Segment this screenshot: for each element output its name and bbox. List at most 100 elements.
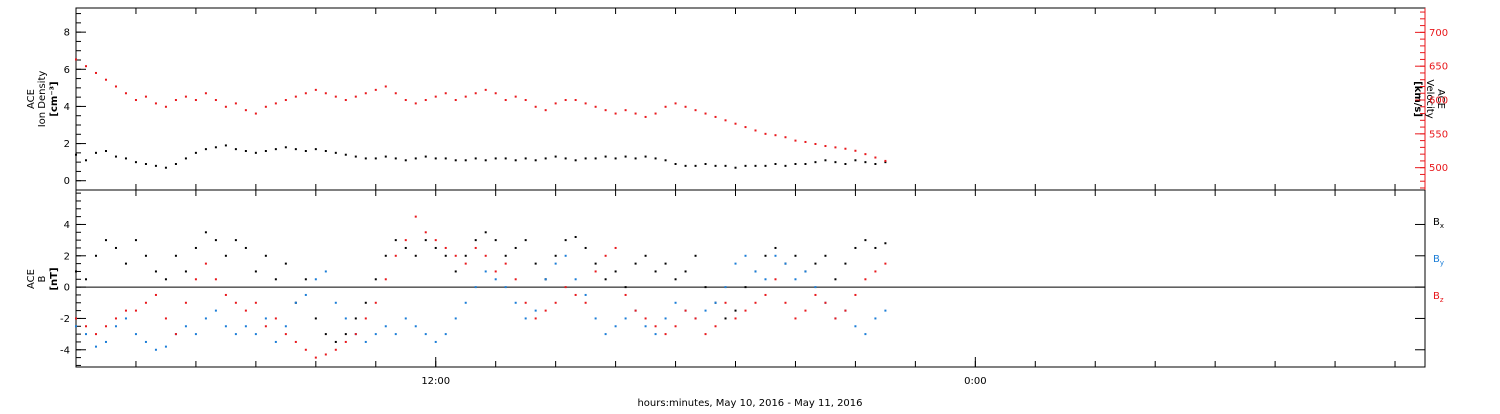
data-point: [584, 246, 587, 249]
data-point: [244, 109, 247, 112]
data-point: [664, 105, 667, 108]
data-point: [674, 163, 677, 165]
data-point: [274, 317, 277, 320]
data-point: [804, 140, 807, 143]
data-point: [754, 164, 757, 167]
data-point: [184, 325, 187, 328]
data-point: [304, 293, 307, 296]
data-point: [194, 246, 197, 249]
data-point: [824, 145, 827, 148]
data-point: [724, 164, 727, 167]
data-point: [154, 102, 157, 105]
data-point: [424, 239, 427, 242]
data-point: [464, 301, 467, 304]
data-point: [484, 88, 487, 91]
data-point: [334, 301, 337, 304]
data-point: [314, 278, 317, 281]
data-point: [554, 155, 557, 158]
series-Bz: [75, 215, 887, 359]
data-point: [324, 353, 327, 356]
data-point: [354, 95, 357, 98]
data-point: [504, 157, 507, 160]
y-tick-label: 4: [64, 102, 70, 113]
data-point: [364, 157, 367, 160]
data-point: [674, 301, 677, 304]
data-point: [244, 325, 247, 328]
data-point: [534, 309, 537, 312]
data-point: [464, 159, 467, 162]
data-point: [404, 317, 407, 320]
data-point: [584, 293, 587, 296]
data-point: [314, 88, 317, 91]
data-point: [264, 317, 267, 320]
data-point: [624, 155, 627, 158]
x-tick-label: 0:00: [964, 376, 986, 387]
data-point: [594, 317, 597, 320]
y-tick-label: 4: [64, 220, 70, 231]
data-point: [274, 148, 277, 151]
data-point: [524, 301, 527, 304]
data-point: [224, 325, 227, 328]
data-point: [734, 309, 737, 312]
data-point: [434, 239, 437, 242]
data-point: [784, 301, 787, 304]
data-point: [474, 92, 477, 95]
data-point: [584, 301, 587, 304]
data-point: [474, 239, 477, 242]
data-point: [364, 301, 367, 304]
data-point: [744, 286, 747, 289]
data-point: [124, 157, 127, 160]
data-point: [824, 159, 827, 162]
data-point: [284, 333, 287, 336]
data-point: [344, 317, 347, 320]
data-point: [154, 348, 157, 351]
data-point: [694, 254, 697, 257]
y-tick-label: -2: [60, 314, 70, 325]
data-point: [754, 129, 757, 132]
data-point: [94, 254, 97, 257]
data-point: [864, 153, 867, 156]
data-point: [834, 278, 837, 281]
data-point: [134, 99, 137, 102]
data-point: [114, 317, 117, 320]
data-point: [204, 148, 207, 151]
data-point: [644, 115, 647, 118]
data-point: [764, 278, 767, 281]
data-point: [384, 155, 387, 158]
data-point: [434, 340, 437, 343]
data-point: [84, 333, 87, 336]
data-point: [224, 105, 227, 108]
data-point: [854, 159, 857, 162]
data-point: [874, 156, 877, 159]
data-point: [434, 157, 437, 160]
data-point: [854, 325, 857, 328]
data-point: [444, 254, 447, 257]
data-point: [744, 309, 747, 312]
data-point: [764, 132, 767, 135]
data-point: [164, 166, 167, 169]
data-point: [564, 254, 567, 257]
data-point: [544, 109, 547, 112]
series-left: [75, 144, 887, 169]
data-point: [94, 345, 97, 348]
data-point: [484, 159, 487, 162]
data-point: [324, 92, 327, 95]
data-point: [334, 340, 337, 343]
data-point: [734, 166, 737, 169]
data-point: [454, 99, 457, 102]
data-point: [864, 278, 867, 281]
data-point: [864, 239, 867, 242]
data-point: [394, 254, 397, 257]
data-points-layer: [75, 58, 887, 359]
legend-bz: Bz: [1433, 291, 1444, 304]
data-point: [524, 157, 527, 160]
data-point: [104, 78, 107, 81]
data-point: [144, 163, 147, 165]
data-point: [544, 309, 547, 312]
data-point: [514, 278, 517, 281]
y-tick-label: 2: [64, 139, 70, 150]
data-point: [844, 163, 847, 165]
data-point: [254, 270, 257, 273]
data-point: [884, 309, 887, 312]
